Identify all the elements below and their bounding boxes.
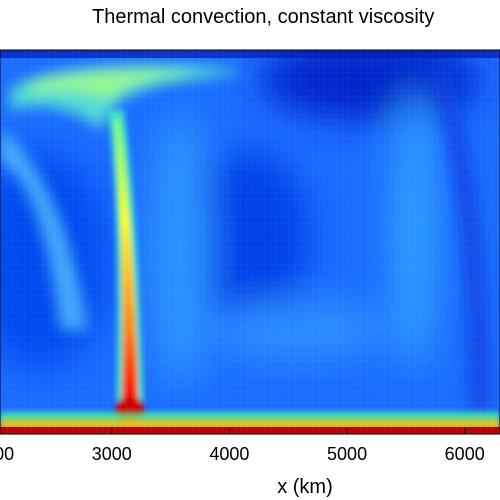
heatmap-field (0, 50, 500, 434)
x-tick-label: 2000 (0, 444, 14, 464)
mesh-grid-overlay (0, 50, 500, 434)
x-axis-label: x (km) (277, 476, 333, 498)
x-tick-label: 3000 (92, 444, 132, 464)
x-tick-label: 4000 (209, 444, 249, 464)
plot-frame (0, 49, 500, 435)
x-tick-label: 5000 (327, 444, 367, 464)
chart-title: Thermal convection, constant viscosity (92, 6, 435, 28)
x-tick-label: 6000 (445, 444, 485, 464)
x-axis: 2000 3000 4000 5000 6000 (0, 428, 485, 464)
